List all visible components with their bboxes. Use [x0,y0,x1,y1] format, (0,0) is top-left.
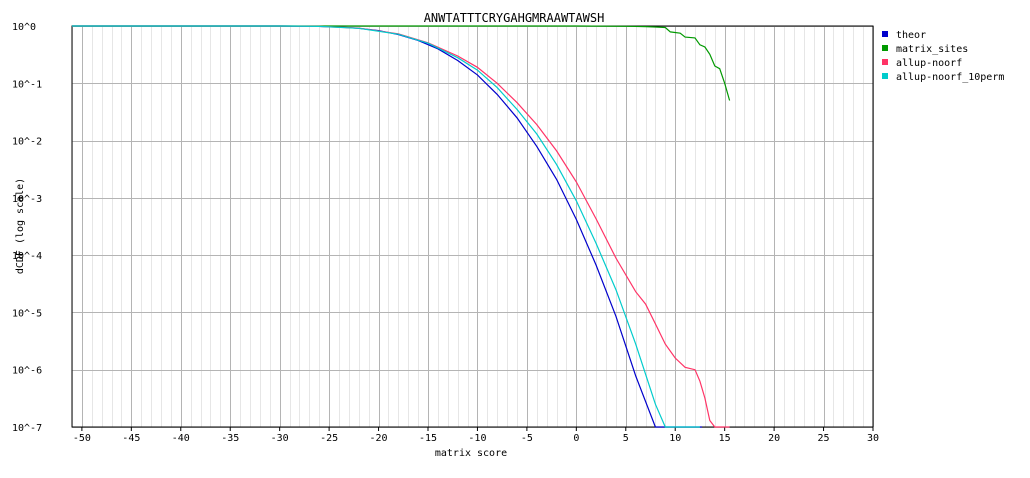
y-axis-label: dCDF (log scale) [15,178,26,274]
series-line-allup-noorf_10perm [72,25,700,428]
x-ticks: -50 -45 -40 -35 -30 -25 -20 -15 -10 -5 0 5 10 15 20 25 3… [73,427,879,444]
legend-label: theor [896,30,926,41]
y-tick-label: 10^-2 [12,137,42,148]
y-tick-label: 10^-6 [12,366,42,377]
x-tick-label: 0 [573,433,579,444]
y-ticks: 10^110^010^-110^-210^-310^-410^-510^-610… [12,22,42,434]
y-tick-label: 10^-1 [12,79,42,90]
x-tick-label: -40 [172,433,190,444]
x-axis-label: matrix score [435,448,507,459]
x-tick-label: -25 [320,433,338,444]
legend-marker [882,31,888,37]
legend: theor matrix_sites allup-noorf allup-noorf_… [882,30,1004,83]
y-tick-label: 10^-4 [12,251,42,262]
legend-label: allup-noorf [896,58,962,69]
chart-title: ANWTATTTCRYGAHGMRAAWTAWSH [424,11,605,25]
series-lines [72,25,731,428]
series-line-matrix_sites [72,25,731,101]
x-tick-label: -20 [370,433,388,444]
legend-label: matrix_sites [896,44,968,55]
x-tick-label: 15 [719,433,731,444]
legend-label: allup-noorf_10perm [896,72,1004,83]
x-tick-label: -30 [271,433,289,444]
x-tick-label: -50 [73,433,91,444]
legend-marker [882,73,888,79]
y-tick-label: 10^-7 [12,423,42,434]
x-tick-label: -10 [468,433,486,444]
x-tick-label: -45 [122,433,140,444]
x-tick-label: -5 [521,433,533,444]
x-tick-label: 25 [818,433,830,444]
x-tick-label: 10 [669,433,681,444]
x-tick-label: -35 [221,433,239,444]
x-tick-label: 20 [768,433,780,444]
x-tick-label: 5 [623,433,629,444]
y-tick-label: 10^-3 [12,194,42,205]
y-tick-label: 10^-5 [12,308,42,319]
x-tick-label: -15 [419,433,437,444]
x-tick-label: 30 [867,433,879,444]
legend-marker [882,59,888,65]
y-tick-label: 10^0 [12,22,36,33]
grid [72,26,874,428]
legend-marker [882,45,888,51]
